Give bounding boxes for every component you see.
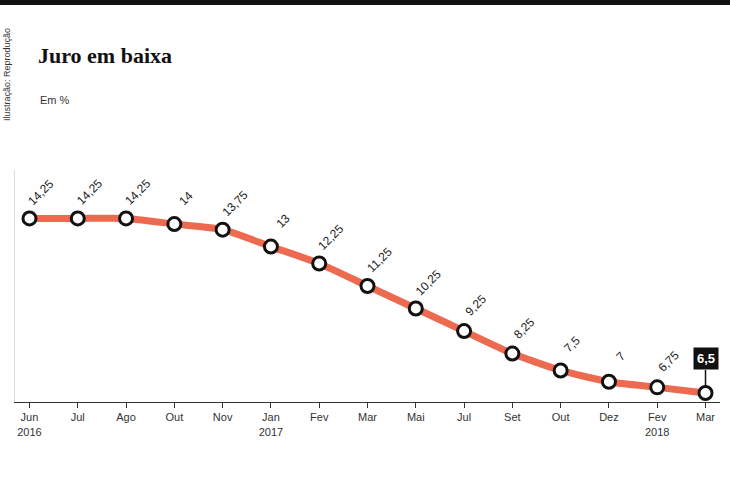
svg-text:Juro em baixa: Juro em baixa (38, 43, 172, 68)
svg-text:Mar: Mar (696, 411, 715, 423)
svg-text:Jul: Jul (71, 411, 85, 423)
svg-text:Mar: Mar (358, 411, 377, 423)
svg-text:Dez: Dez (599, 411, 619, 423)
svg-text:Ilustração: Reprodução: Ilustração: Reprodução (2, 28, 12, 121)
svg-text:Nov: Nov (213, 411, 233, 423)
svg-text:6,75: 6,75 (655, 348, 682, 375)
svg-text:Mai: Mai (407, 411, 425, 423)
svg-text:Fev2018: Fev2018 (645, 411, 669, 437)
svg-text:14: 14 (176, 189, 196, 209)
svg-text:Ago: Ago (116, 411, 136, 423)
svg-text:11,25: 11,25 (364, 244, 395, 275)
svg-text:14,25: 14,25 (122, 176, 153, 207)
svg-text:9,25: 9,25 (463, 292, 490, 319)
svg-text:Fev: Fev (310, 411, 329, 423)
svg-text:6,5: 6,5 (697, 351, 715, 366)
svg-text:Set: Set (504, 411, 521, 423)
svg-text:10,25: 10,25 (413, 267, 444, 298)
svg-text:Jul: Jul (457, 411, 471, 423)
svg-text:Em %: Em % (40, 94, 70, 106)
svg-text:13,75: 13,75 (220, 188, 251, 219)
svg-text:14,25: 14,25 (74, 176, 105, 207)
svg-text:Jun2016: Jun2016 (17, 411, 41, 437)
svg-text:Jan2017: Jan2017 (259, 411, 283, 437)
svg-text:Out: Out (552, 411, 570, 423)
svg-text:14,25: 14,25 (25, 177, 56, 208)
svg-text:13: 13 (273, 211, 293, 231)
svg-text:7,5: 7,5 (561, 333, 583, 355)
svg-text:8,25: 8,25 (511, 315, 538, 342)
svg-text:7: 7 (613, 349, 628, 364)
svg-text:Out: Out (165, 411, 183, 423)
svg-text:12,25: 12,25 (315, 221, 346, 252)
